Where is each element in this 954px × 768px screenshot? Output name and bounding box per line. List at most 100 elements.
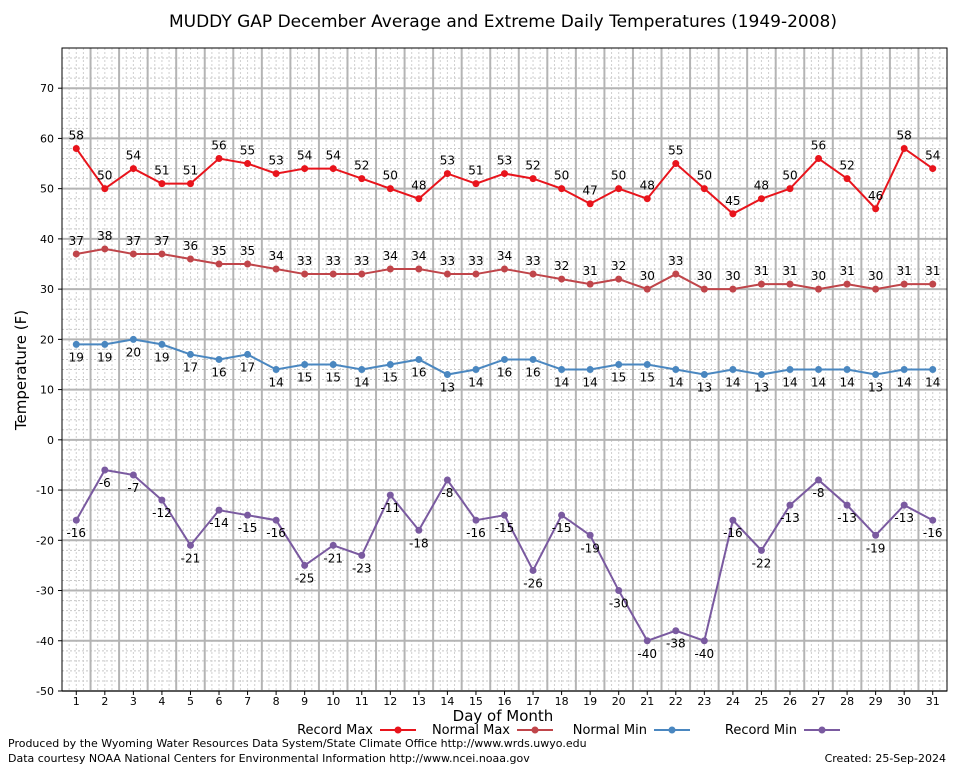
data-label: 14 [811, 376, 826, 390]
data-label: 50 [97, 169, 112, 183]
data-point [244, 350, 252, 358]
data-point [358, 270, 366, 278]
data-point [529, 355, 537, 363]
data-point [129, 250, 137, 258]
data-point [301, 360, 309, 368]
x-tick-label: 24 [726, 695, 740, 708]
data-label: -7 [127, 481, 139, 495]
y-axis-title: Temperature (F) [12, 310, 30, 431]
data-label: 51 [468, 164, 483, 178]
chart-title: MUDDY GAP December Average and Extreme D… [169, 12, 837, 32]
data-label: -16 [923, 526, 943, 540]
data-point [158, 180, 166, 188]
data-point [786, 280, 794, 288]
data-label: -6 [99, 476, 111, 490]
x-tick-label: 21 [640, 695, 654, 708]
data-point [815, 476, 823, 484]
y-tick-label: 40 [40, 233, 54, 246]
y-tick-label: -30 [36, 585, 54, 598]
data-point [72, 250, 80, 258]
data-label: -16 [466, 526, 486, 540]
legend-label: Record Max [297, 723, 373, 738]
data-label: 14 [268, 376, 283, 390]
y-tick-label: 60 [40, 132, 54, 145]
x-tick-label: 19 [583, 695, 597, 708]
data-point [757, 195, 765, 203]
y-tick-label: 0 [47, 434, 54, 447]
data-point [443, 170, 451, 178]
data-label: -15 [238, 521, 258, 535]
x-tick-label: 28 [840, 695, 854, 708]
y-tick-label: 70 [40, 82, 54, 95]
footer-created: Created: 25-Sep-2024 [825, 752, 946, 765]
data-label: 17 [240, 360, 255, 374]
data-label: 19 [154, 350, 169, 364]
data-label: -14 [209, 516, 229, 530]
y-tick-label: 30 [40, 283, 54, 296]
data-label: 33 [297, 254, 312, 268]
data-point [443, 476, 451, 484]
data-label: -16 [723, 526, 743, 540]
data-point [358, 551, 366, 559]
data-point [329, 360, 337, 368]
data-label: 13 [868, 381, 883, 395]
legend-marker [531, 726, 539, 734]
data-label: 33 [326, 254, 341, 268]
data-label: -30 [609, 597, 629, 611]
data-label: -13 [780, 511, 800, 525]
data-label: 15 [640, 370, 655, 384]
data-point [129, 471, 137, 479]
data-point [501, 511, 508, 519]
data-label: 37 [126, 234, 141, 248]
data-point [786, 185, 794, 193]
data-label: 35 [240, 244, 255, 258]
data-label: -8 [441, 486, 453, 500]
data-point [700, 637, 708, 645]
data-point [158, 496, 166, 504]
data-label: 54 [297, 149, 312, 163]
data-point [529, 175, 537, 183]
x-tick-label: 23 [697, 695, 711, 708]
data-label: 32 [554, 259, 569, 273]
data-point [186, 350, 194, 358]
x-axis-title: Day of Month [453, 707, 554, 725]
y-tick-label: 10 [40, 384, 54, 397]
data-point [643, 637, 651, 645]
data-point [301, 561, 309, 569]
data-point [472, 516, 480, 524]
x-tick-label: 13 [412, 695, 426, 708]
data-point [101, 185, 109, 193]
data-label: -12 [152, 506, 172, 520]
data-label: 34 [268, 249, 283, 263]
data-point [757, 546, 765, 554]
data-point [329, 270, 337, 278]
data-point [843, 501, 851, 509]
data-label: 19 [69, 350, 84, 364]
data-label: 33 [668, 254, 683, 268]
x-tick-label: 11 [355, 695, 369, 708]
legend-label: Normal Min [573, 723, 647, 738]
data-label: -25 [295, 571, 315, 585]
data-point [929, 366, 937, 373]
legend-item-normal-max: Normal Max [432, 723, 553, 738]
data-point [929, 165, 937, 173]
data-point [586, 531, 594, 539]
data-label: -23 [352, 561, 372, 575]
data-point [929, 280, 937, 288]
data-point [757, 371, 765, 379]
data-label: 30 [868, 269, 883, 283]
data-label: 31 [925, 264, 940, 278]
data-point [329, 541, 337, 549]
data-label: 54 [126, 149, 141, 163]
data-label: 14 [583, 376, 598, 390]
x-tick-label: 1 [73, 695, 80, 708]
x-tick-label: 10 [326, 695, 340, 708]
data-label: 48 [411, 179, 426, 193]
data-label: -13 [837, 511, 857, 525]
data-label: 48 [640, 179, 655, 193]
legend-label: Normal Max [432, 723, 510, 738]
data-point [615, 185, 623, 193]
data-label: 31 [782, 264, 797, 278]
data-label: 46 [868, 189, 883, 203]
